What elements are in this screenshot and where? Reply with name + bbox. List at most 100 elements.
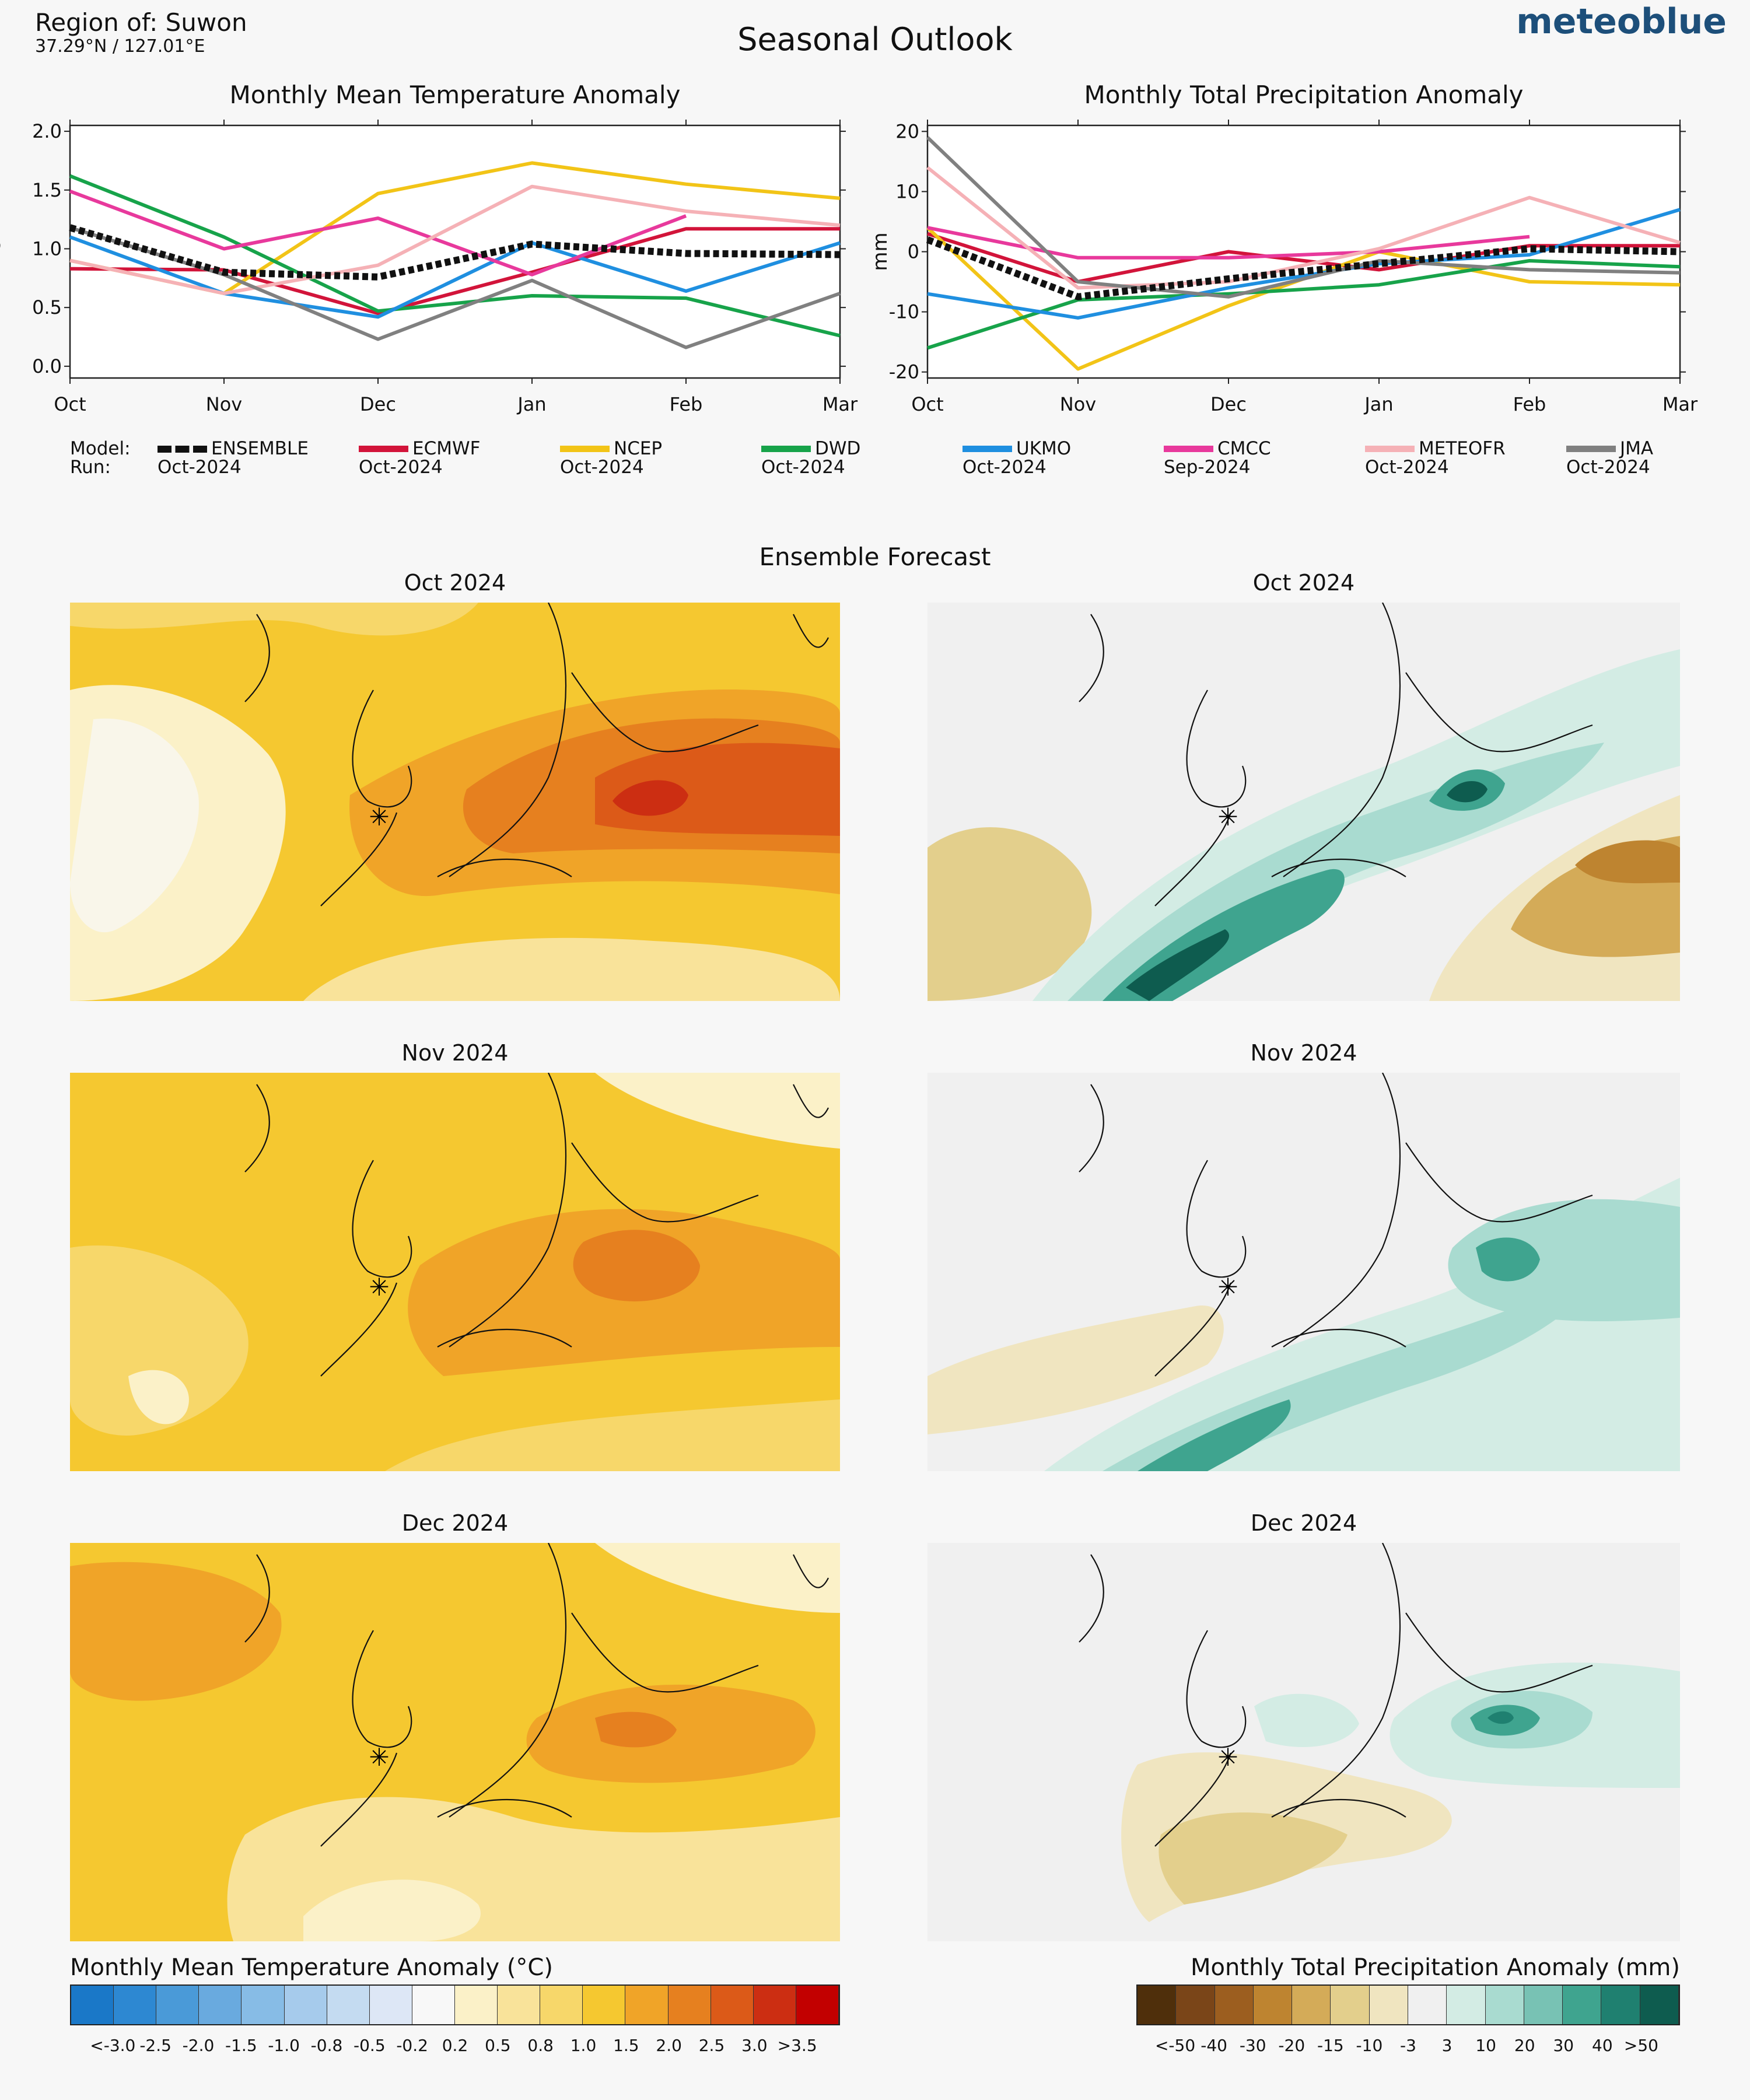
colorbar-label: 10 [1475,2036,1496,2055]
svg-text:✳: ✳ [369,1743,389,1772]
colorbar-label: 1.5 [613,2036,639,2055]
temp-map-title-dec: Dec 2024 [401,1510,509,1536]
legend-swatch-meteofr [1365,446,1415,452]
colorbar-swatch [156,1986,200,2024]
colorbar-swatch [1601,1986,1640,2024]
legend-model-run: Oct-2024 [359,457,443,478]
colorbar-label: 3 [1441,2036,1452,2055]
x-tick-label: Oct [911,393,943,415]
y-tick-label: 20 [895,120,919,142]
colorbar-label: 2.0 [656,2036,682,2055]
temperature-line-chart: 2.0 1.5 1.0 0.5 0.0 Oct Nov Dec Jan Feb Mar °C [0,120,858,415]
legend-swatch-jma [1566,446,1616,452]
x-tick-label: Nov [206,393,242,415]
series-line-ukmo [69,235,841,319]
x-tick-label: Feb [670,393,703,415]
colorbar-label: <-3.0 [90,2036,136,2055]
precipitation-line-chart: 20 10 0 -10 -20 Oct Nov Dec Jan Feb Mar mm [869,120,1698,415]
region-name: Region of: Suwon [35,8,247,37]
legend-run-label: Run: [70,457,111,478]
colorbar-swatch [369,1986,412,2024]
legend-model-name: ECMWF [412,438,481,459]
x-tick-label: Dec [360,393,396,415]
colorbar-swatch [1331,1986,1370,2024]
colorbar-label: -10 [1356,2036,1383,2055]
y-tick-label: -20 [889,361,919,383]
legend-model-name: JMA [1620,438,1654,459]
precip-map-title-oct: Oct 2024 [1252,570,1355,596]
colorbar-swatch [1176,1986,1215,2024]
colorbar-swatch [498,1986,541,2024]
colorbar-label: 30 [1553,2036,1574,2055]
colorbar-label: 1.0 [570,2036,597,2055]
colorbar-label: -30 [1239,2036,1266,2055]
legend-model-run: Oct-2024 [158,457,242,478]
colorbar-label: 20 [1514,2036,1535,2055]
legend-model-run: Oct-2024 [560,457,644,478]
legend-swatch-dwd [761,446,811,452]
legend-model-name: CMCC [1217,438,1271,459]
series-line-cmcc [69,189,687,276]
brand-logo[interactable]: meteoblue [1516,1,1727,42]
legend-model-name: NCEP [614,438,663,459]
precipitation-colorbar: <-50 -40 -30 -20 -15 -10 -3 3 10 20 30 40 >50 [1136,1985,1680,2055]
svg-text:✳: ✳ [369,803,389,831]
legend-model-name: ENSEMBLE [211,438,309,459]
legend-model-name: UKMO [1016,438,1072,459]
colorbar-swatch [583,1986,626,2024]
legend-model-name: METEOFR [1419,438,1506,459]
colorbar-swatch [540,1986,583,2024]
colorbar-swatch [1447,1986,1486,2024]
legend-model-label: Model: [70,438,131,459]
colorbar-swatch [1292,1986,1331,2024]
colorbar-swatch [412,1986,455,2024]
y-tick-label: 1.5 [32,179,62,201]
series-line-meteofr [69,184,841,295]
ensemble-section-title: Ensemble Forecast [759,542,991,571]
precipitation-map-dec: ✳ [928,1543,1680,1941]
colorbar-swatch [327,1986,370,2024]
colorbar-label: -1.5 [225,2036,257,2055]
colorbar-label: -2.5 [139,2036,172,2055]
colorbar-label: 0.5 [485,2036,511,2055]
y-tick-label: 10 [895,180,919,202]
page-title: Seasonal Outlook [737,21,1013,58]
x-tick-label: Jan [516,393,546,415]
colorbar-label: <-50 [1154,2036,1196,2055]
precipitation-chart-title: Monthly Total Precipitation Anomaly [1084,80,1524,109]
temperature-colorbar-title: Monthly Mean Temperature Anomaly (°C) [70,1954,553,1981]
colorbar-swatch [1369,1986,1408,2024]
colorbar-label: >50 [1623,2036,1658,2055]
legend-model-run: Oct-2024 [963,457,1046,478]
temperature-colorbar: <-3.0 -2.5 -2.0 -1.5 -1.0 -0.8 -0.5 -0.2 0.2 0.5 0… [70,1985,840,2055]
series-line-ecmwf [69,227,840,316]
colorbar-swatch [1214,1986,1254,2024]
y-tick-label: 2.0 [32,120,62,142]
series-line-meteofr [926,166,1681,290]
colorbar-label: >3.5 [777,2036,817,2055]
precipitation-map-nov: ✳ [928,1073,1680,1471]
x-tick-label: Nov [1060,393,1096,415]
colorbar-label: -40 [1200,2036,1227,2055]
region-coordinates: 37.29°N / 127.01°E [35,36,205,57]
colorbar-label: -1.0 [268,2036,300,2055]
colorbar-swatch [710,1986,754,2024]
temp-map-title-oct: Oct 2024 [404,570,506,596]
legend-model-run: Oct-2024 [761,457,845,478]
y-axis-label: °C [0,240,5,264]
colorbar-label: -3 [1400,2036,1416,2055]
colorbar-swatch [1524,1986,1563,2024]
colorbar-swatch [454,1986,498,2024]
temp-map-title-nov: Nov 2024 [401,1040,509,1066]
y-axis-label: mm [869,232,892,271]
colorbar-swatch [242,1986,285,2024]
colorbar-label: -2.0 [182,2036,215,2055]
colorbar-label: 0.2 [442,2036,468,2055]
legend-swatch-ecmwf [359,446,408,452]
x-tick-label: Feb [1513,393,1546,415]
series-line-ensemble [926,236,1681,300]
colorbar-label: -15 [1317,2036,1344,2055]
colorbar-label: 3.0 [741,2036,768,2055]
colorbar-swatch [1640,1986,1679,2024]
legend-model-name: DWD [815,438,861,459]
